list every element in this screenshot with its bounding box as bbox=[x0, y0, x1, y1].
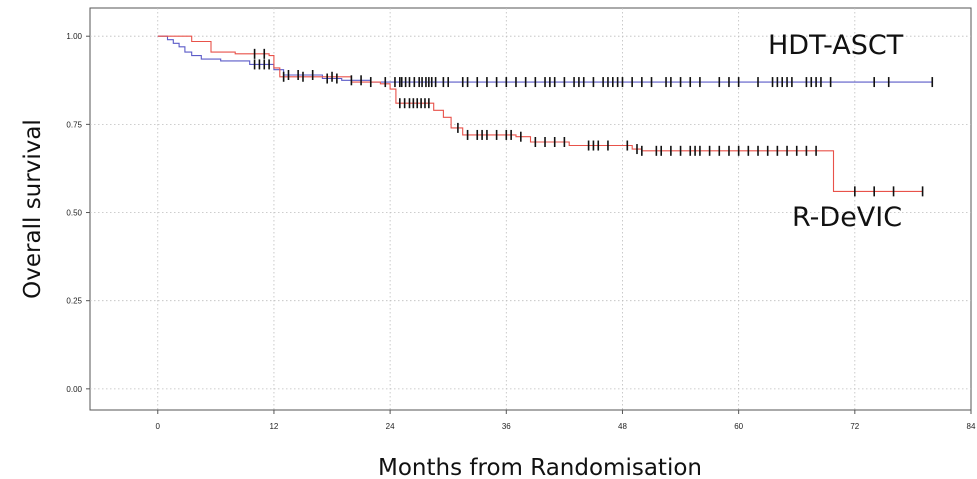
plot-area bbox=[89, 7, 972, 411]
axis-ticks: 0 12 24 36 48 60 72 84 0.00 0.25 0.50 0.75 1.00 bbox=[66, 32, 976, 431]
series-label-hdt-asct: HDT-ASCT bbox=[768, 30, 904, 61]
y-tick-label: 0.25 bbox=[66, 297, 82, 306]
x-tick-label: 48 bbox=[618, 422, 627, 431]
censor-marks bbox=[253, 48, 934, 197]
survival-curve-r-devic bbox=[157, 35, 923, 192]
x-tick-label: 12 bbox=[269, 422, 278, 431]
x-tick-label: 36 bbox=[502, 422, 511, 431]
y-tick-label: 1.00 bbox=[66, 32, 82, 41]
x-axis-title: Months from Randomisation bbox=[378, 455, 702, 479]
x-tick-label: 0 bbox=[156, 422, 161, 431]
y-tick-label: 0.75 bbox=[66, 120, 82, 129]
x-tick-label: 72 bbox=[850, 422, 859, 431]
series-label-r-devic: R-DeVIC bbox=[792, 202, 902, 233]
grid-lines bbox=[90, 8, 971, 410]
x-tick-label: 24 bbox=[386, 422, 395, 431]
x-tick-label: 60 bbox=[734, 422, 743, 431]
x-tick-label: 84 bbox=[967, 422, 976, 431]
y-tick-label: 0.00 bbox=[66, 385, 82, 394]
y-axis-title: Overall survival bbox=[20, 119, 46, 299]
y-tick-label: 0.50 bbox=[66, 209, 82, 218]
